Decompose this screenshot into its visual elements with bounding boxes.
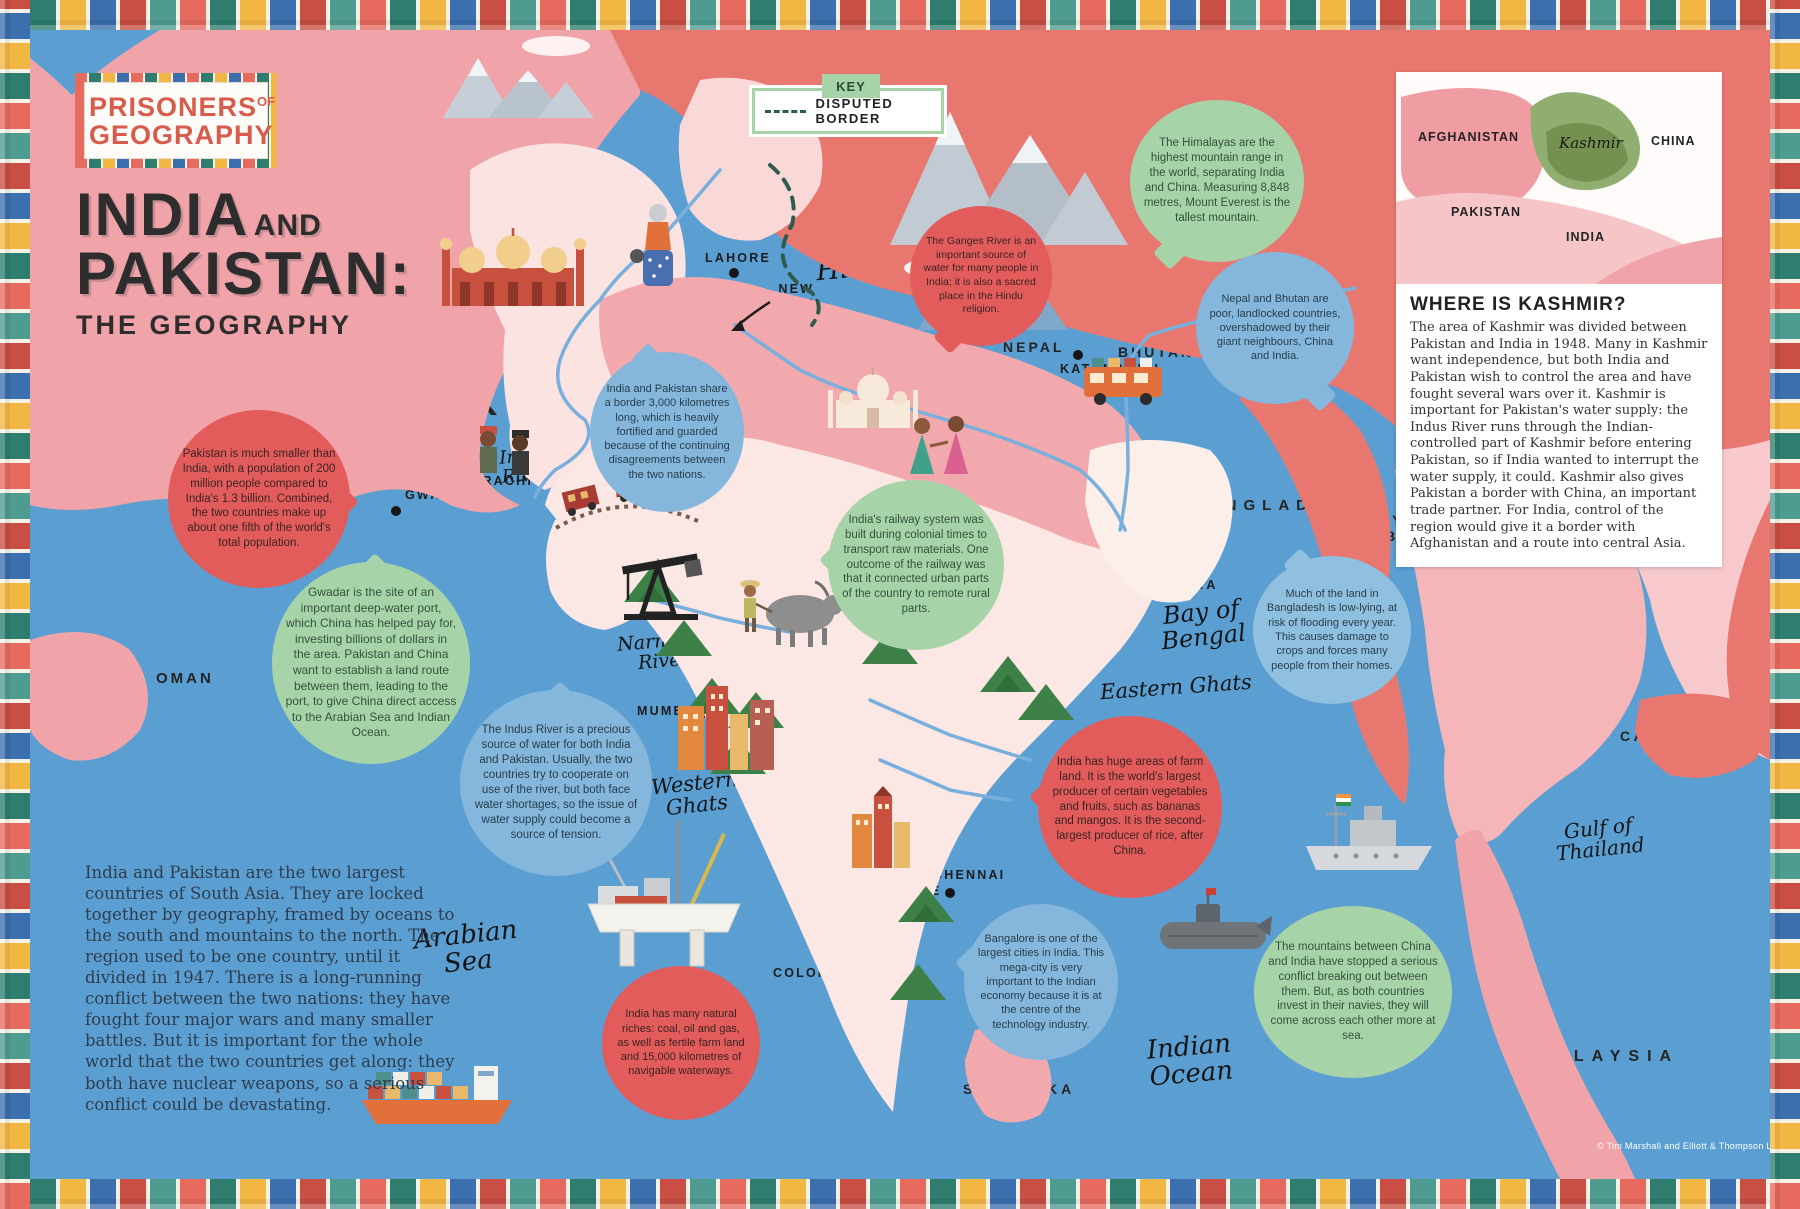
flag-border-top: [0, 0, 1800, 30]
bubble-text: The mountains between China and India ha…: [1268, 940, 1438, 1043]
city-dot-kathmandu: [1073, 350, 1083, 360]
bubble-bangladesh-flooding: Much of the land in Bangladesh is low-ly…: [1253, 548, 1411, 704]
hindu-kush-mountains-illustration: [443, 58, 594, 118]
bubble-railway: India's railway system was built during …: [819, 480, 1004, 650]
copyright-notice: © Tim Marshall and Elliott & Thompson Lt…: [1597, 1141, 1780, 1151]
border-guards-illustration: [480, 426, 529, 475]
bubble-gwadar-port: Gwadar is the site of an important deep-…: [272, 553, 470, 764]
bubble-indus-river: The Indus River is a precious source of …: [460, 681, 652, 876]
oil-rig-illustration: [587, 820, 741, 967]
bubble-text: The Indus River is a precious source of …: [474, 724, 638, 841]
krishna-river-line: [878, 758, 1012, 802]
bubble-text: India has huge areas of farm land. It is…: [1052, 755, 1208, 858]
submarine-illustration: [1160, 888, 1272, 949]
bubble-natural-riches: India has many natural riches: coal, oil…: [602, 966, 760, 1120]
bubble-border: India and Pakistan share a border 3,000 …: [590, 343, 744, 512]
godavari-river-line: [868, 698, 1032, 762]
title-and: AND: [253, 209, 322, 242]
title-pakistan: PAKISTAN:: [76, 239, 412, 307]
bubble-pakistan-population: Pakistan is much smaller than India, wit…: [168, 410, 359, 588]
bubble-farmland: India has huge areas of farm land. It is…: [1029, 716, 1222, 898]
flag-border-right: [1770, 0, 1800, 1209]
bubble-text: Bangalore is one of the largest cities i…: [977, 932, 1105, 1031]
kashmir-inset-panel: AFGHANISTAN PAKISTAN INDIA CHINA Kashmir…: [1396, 72, 1722, 567]
city-buildings-illustration-2: [852, 786, 910, 868]
women-group-illustration: [910, 416, 968, 474]
disputed-border-line: [768, 163, 821, 327]
kashmir-body: The area of Kashmir was divided between …: [1410, 320, 1708, 552]
logo-word-geography: GEOGRAPHY: [89, 120, 274, 151]
container-ship-illustration: [362, 1066, 512, 1124]
new-delhi-arrowhead: [731, 320, 745, 331]
bubble-bangalore: Bangalore is one of the largest cities i…: [955, 904, 1118, 1060]
land-india-peninsula: [545, 437, 1165, 1112]
flag-border-left: [0, 0, 30, 1209]
logo-word-of: OF: [257, 94, 276, 109]
taj-mahal-illustration: [828, 368, 918, 428]
bubble-text: Much of the land in Bangladesh is low-ly…: [1266, 588, 1398, 672]
bubble-nepal-bhutan: Nepal and Bhutan are poor, landlocked co…: [1196, 252, 1354, 412]
kashmir-inset-map: AFGHANISTAN PAKISTAN INDIA CHINA Kashmir: [1396, 72, 1722, 284]
title-subtitle: THE GEOGRAPHY: [76, 309, 353, 340]
bubble-navies: The mountains between China and India ha…: [1254, 906, 1452, 1078]
kashmir-inset-art: [1396, 88, 1722, 284]
inset-label-india: INDIA: [1566, 230, 1606, 244]
city-dot-chennai: [945, 888, 955, 898]
bubble-ganges: The Ganges River is an important source …: [910, 206, 1052, 354]
bubble-text: Nepal and Bhutan are poor, landlocked co…: [1209, 293, 1341, 363]
cloud: [522, 36, 590, 56]
bubble-text: India and Pakistan share a border 3,000 …: [604, 382, 730, 481]
country-label-oman: OMAN: [156, 670, 214, 687]
prisoners-of-geography-logo: PRISONERSOF GEOGRAPHY: [75, 73, 277, 168]
bubble-text: Gwadar is the site of an important deep-…: [285, 585, 457, 740]
page-title: INDIA AND PAKISTAN: THE GEOGRAPHY: [76, 185, 412, 340]
bubble-text: The Ganges River is an important source …: [923, 235, 1039, 316]
bubble-himalayas: The Himalayas are the highest mountain r…: [1130, 100, 1304, 270]
land-vietnam-strip: [1726, 500, 1770, 760]
flag-border-bottom: [0, 1179, 1800, 1209]
woman-illustration: [630, 204, 673, 286]
city-buildings-illustration: [678, 686, 774, 770]
sea-top-left-corner: [30, 30, 160, 95]
inset-label-kashmir: Kashmir: [1559, 134, 1623, 152]
bus-illustration: [1084, 358, 1162, 405]
land-oman: [30, 632, 148, 761]
intro-paragraph: India and Pakistan are the two largest c…: [85, 862, 455, 1114]
land-cambodia: [1635, 693, 1764, 778]
ganges-river-line: [733, 323, 1127, 532]
key-disputed-border-label: DISPUTED BORDER: [815, 96, 894, 126]
bubble-text: India has many natural riches: coal, oil…: [617, 1008, 745, 1078]
bubble-text: The Himalayas are the highest mountain r…: [1143, 137, 1291, 224]
logo-word-prisoners: PRISONERS: [89, 92, 258, 122]
inset-label-china: CHINA: [1651, 134, 1696, 148]
navy-ship-illustration: [1306, 794, 1432, 870]
inset-label-pakistan: PAKISTAN: [1451, 205, 1522, 219]
city-dot-gwadar: [391, 506, 401, 516]
key-title: KEY: [822, 74, 880, 98]
country-label-nepal: NEPAL: [1003, 339, 1065, 355]
bubble-text: India's railway system was built during …: [842, 513, 990, 616]
city-dot-lahore: [729, 268, 739, 278]
inset-label-afghanistan: AFGHANISTAN: [1418, 130, 1520, 144]
land-bangladesh: [1085, 440, 1233, 603]
title-india: INDIA: [76, 181, 250, 248]
oil-pump-illustration: [621, 553, 703, 620]
city-label-chennai: CHENNAI: [933, 868, 1006, 882]
bubble-text: Pakistan is much smaller than India, wit…: [182, 447, 336, 550]
land-malay-peninsula: [1455, 830, 1635, 1179]
city-label-lahore: LAHORE: [705, 251, 771, 265]
disputed-border-dash-sample: [765, 109, 806, 113]
kashmir-heading: WHERE IS KASHMIR?: [1410, 294, 1627, 315]
mosque-illustration: [440, 228, 586, 306]
